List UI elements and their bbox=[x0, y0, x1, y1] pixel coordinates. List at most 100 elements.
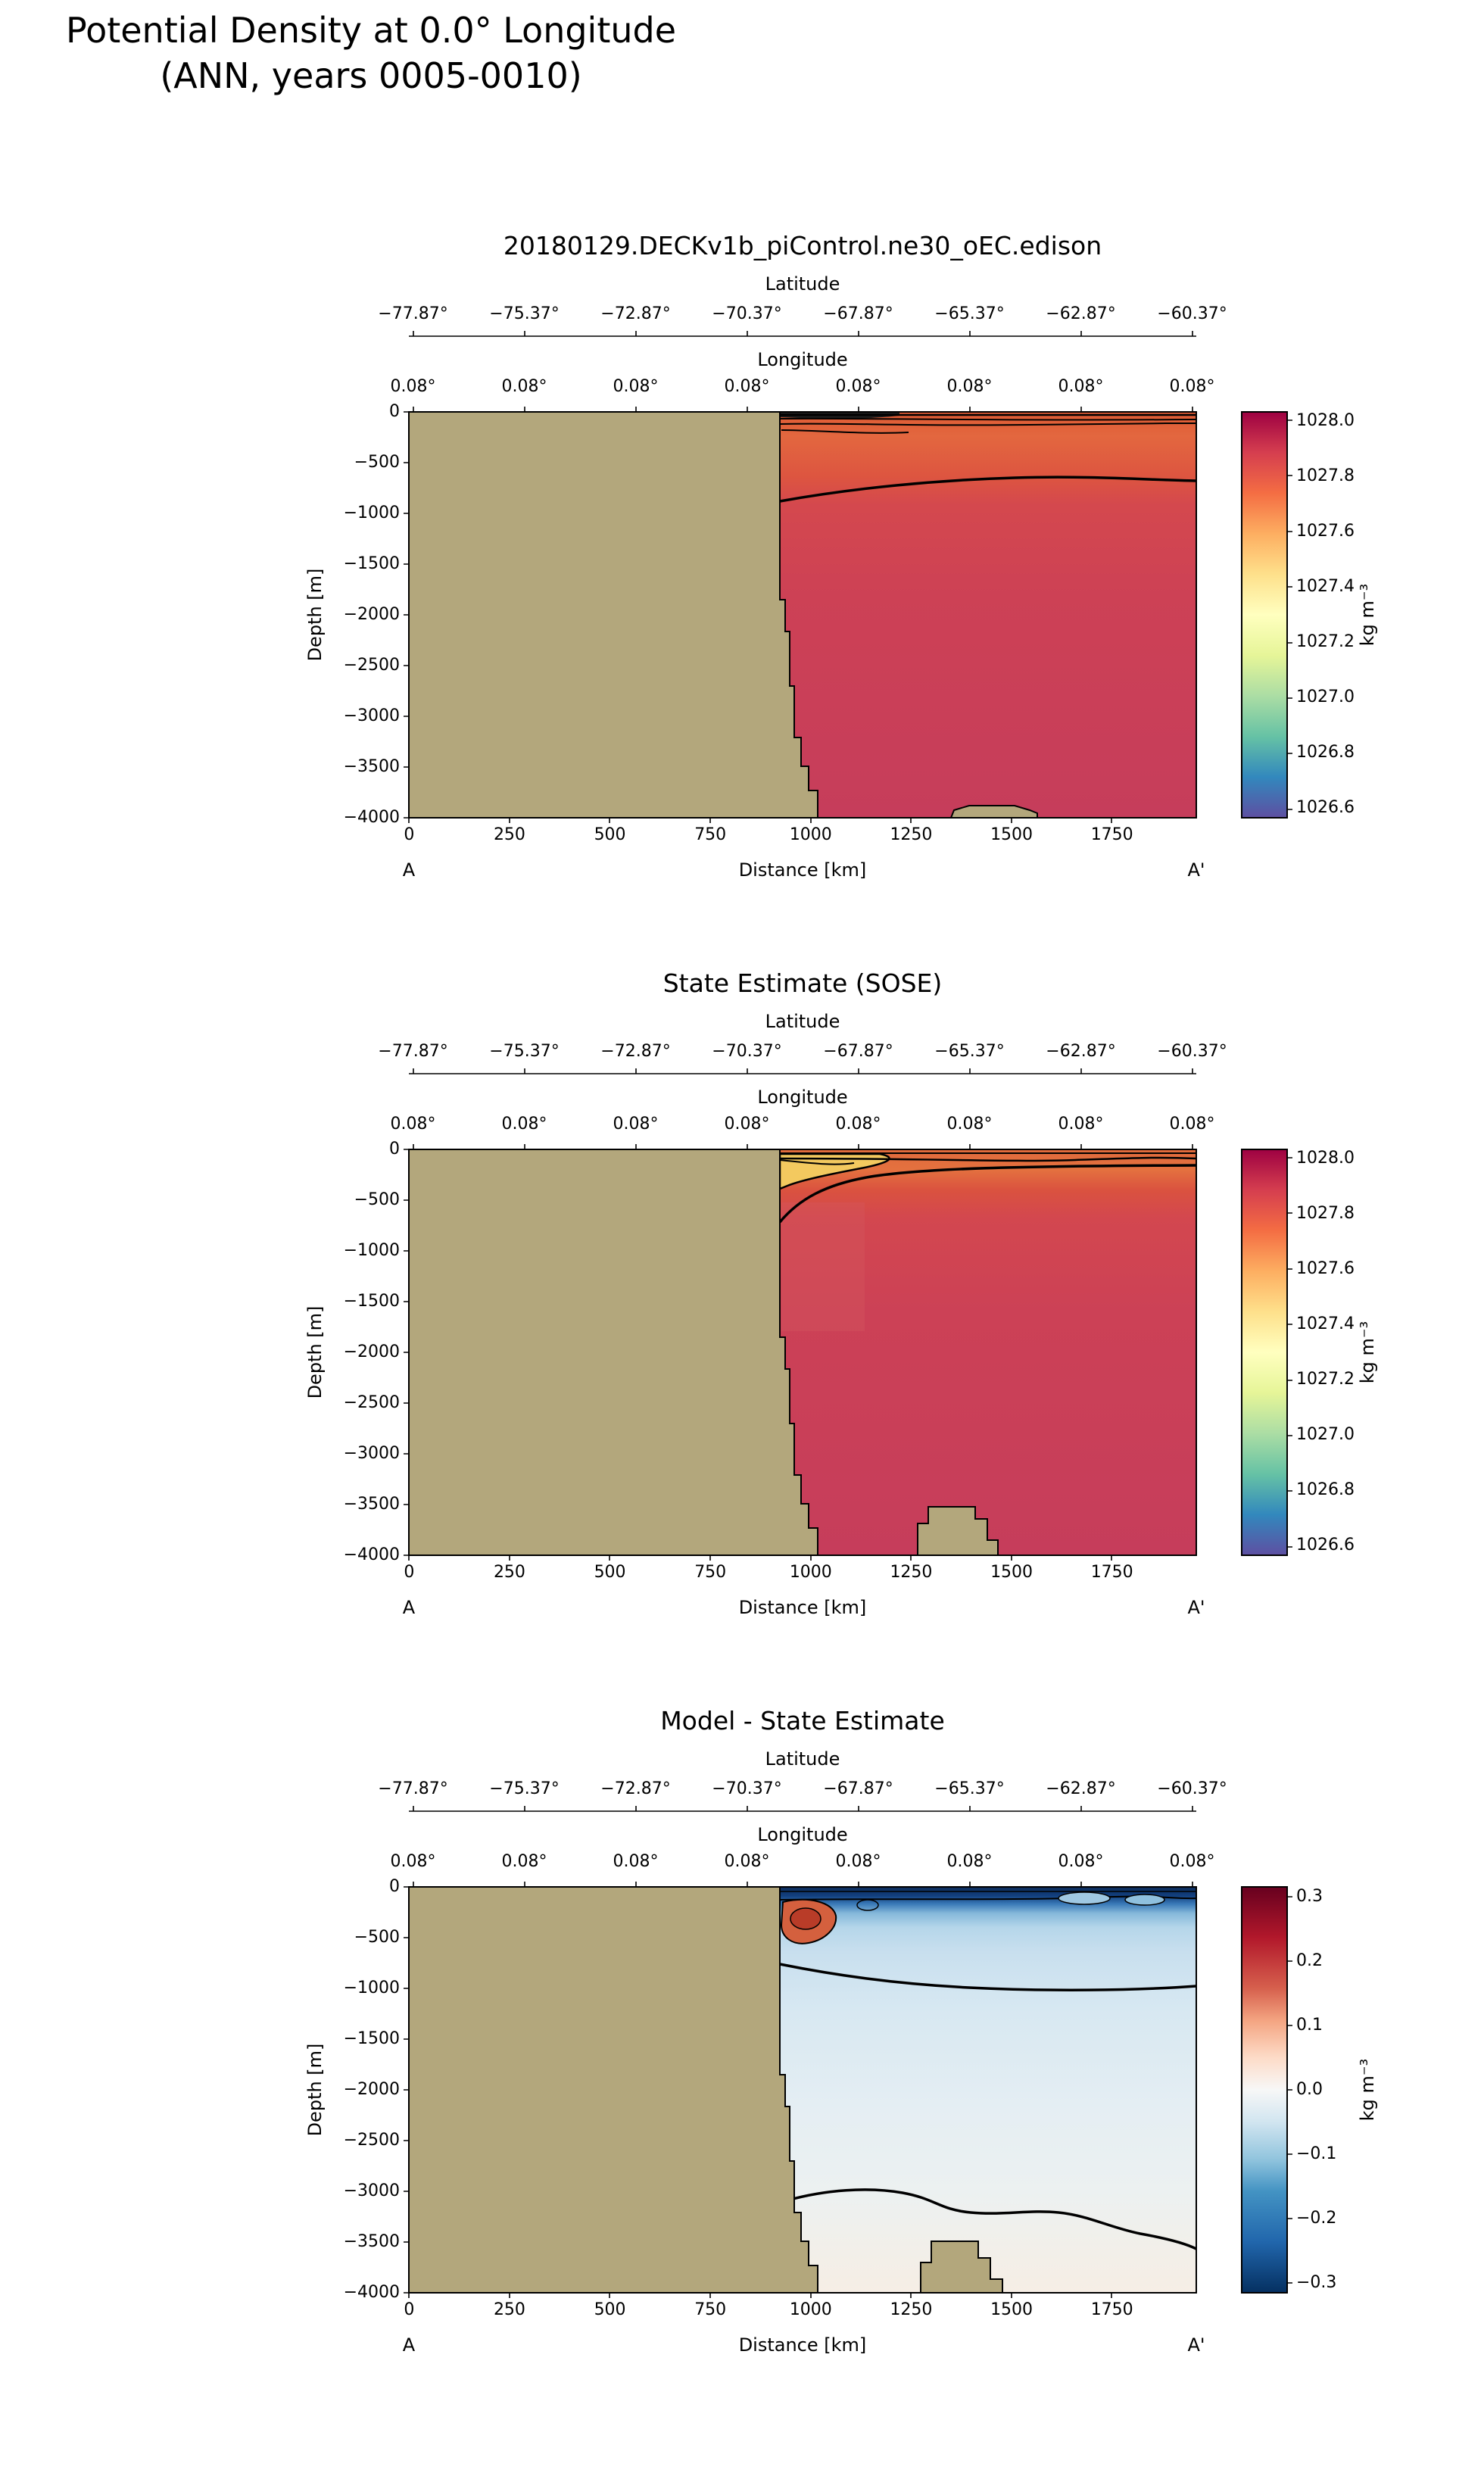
latitude-tick-row: −77.87° −75.37° −72.87° −70.37° −67.87° … bbox=[357, 304, 1248, 325]
lat-tick: −62.87° bbox=[1046, 304, 1116, 323]
colorbar-unit-label: kg m⁻³ bbox=[1357, 2058, 1378, 2122]
distance-tick: 750 bbox=[694, 1563, 727, 1582]
lon-tick: 0.08° bbox=[724, 1115, 770, 1134]
longitude-axis-label: Longitude bbox=[757, 1824, 848, 1845]
distance-tick: 250 bbox=[493, 1563, 525, 1582]
colorbar-tick: −0.3 bbox=[1296, 2273, 1337, 2292]
lon-tick: 0.08° bbox=[835, 377, 881, 396]
lat-tick: −77.87° bbox=[378, 304, 448, 323]
lat-tick: −70.37° bbox=[712, 1779, 782, 1798]
depth-tick: −1500 bbox=[343, 1292, 400, 1311]
panel-title: State Estimate (SOSE) bbox=[662, 968, 943, 998]
depth-tick: −1000 bbox=[343, 1979, 400, 1997]
lat-tick: −60.37° bbox=[1157, 1779, 1227, 1798]
distance-tick: 1750 bbox=[1090, 1563, 1133, 1582]
lon-tick: 0.08° bbox=[946, 1115, 993, 1134]
lon-tick: 0.08° bbox=[390, 1852, 436, 1871]
latitude-axis-label: Latitude bbox=[765, 1748, 840, 1770]
distance-tick: 500 bbox=[594, 2300, 626, 2319]
colorbar-tick: 1028.0 bbox=[1296, 1149, 1355, 1168]
depth-tick: −2500 bbox=[343, 1393, 400, 1412]
depth-tick: −1500 bbox=[343, 2029, 400, 2048]
lon-tick: 0.08° bbox=[835, 1852, 881, 1871]
surface-anomaly-patch bbox=[1058, 1891, 1111, 1905]
depth-tick: −3000 bbox=[343, 706, 400, 725]
lat-tick: −62.87° bbox=[1046, 1042, 1116, 1061]
colorbar-tick: 1027.8 bbox=[1296, 466, 1355, 485]
colorbar-tick: 1028.0 bbox=[1296, 411, 1355, 430]
colorbar-tick: 1027.6 bbox=[1296, 522, 1355, 541]
contour-line bbox=[781, 429, 909, 434]
lat-tick: −65.37° bbox=[934, 304, 1005, 323]
distance-tick: 1500 bbox=[990, 2300, 1034, 2319]
distance-tick: 750 bbox=[694, 2300, 727, 2319]
colorbar-gradient bbox=[1241, 411, 1288, 819]
lat-tick: −72.87° bbox=[600, 1779, 671, 1798]
section-end-label: A' bbox=[1187, 1597, 1205, 1618]
distance-axis-label: Distance [km] bbox=[738, 1597, 867, 1618]
lat-tick: −72.87° bbox=[600, 304, 671, 323]
distance-tick: 0 bbox=[404, 1563, 415, 1582]
colorbar-tick: 0.0 bbox=[1296, 2080, 1323, 2099]
colorbar-tick: 0.2 bbox=[1296, 1951, 1323, 1970]
depth-tick-marks bbox=[404, 1149, 409, 1556]
seamount bbox=[920, 2241, 1003, 2294]
colorbar-unit-label: kg m⁻³ bbox=[1357, 583, 1378, 647]
contour-line-heavy bbox=[787, 2188, 1197, 2250]
latitude-axis-label: Latitude bbox=[765, 273, 840, 295]
lon-tick: 0.08° bbox=[724, 1852, 770, 1871]
longitude-tick-marks bbox=[413, 1882, 1193, 1887]
depth-tick-marks bbox=[404, 1886, 409, 2294]
figure-title-line2: (ANN, years 0005-0010) bbox=[160, 55, 582, 96]
lon-tick: 0.08° bbox=[1058, 377, 1104, 396]
colorbar-tick: 0.3 bbox=[1296, 1887, 1323, 1906]
depth-tick: −2000 bbox=[343, 1342, 400, 1361]
latitude-tick-marks bbox=[413, 1068, 1193, 1074]
distance-tick: 1000 bbox=[789, 825, 832, 844]
depth-tick-column: 0 −500 −1000 −1500 −2000 −2500 −3000 −35… bbox=[288, 1124, 400, 1580]
contour-line bbox=[779, 423, 1197, 426]
lon-tick: 0.08° bbox=[724, 377, 770, 396]
panel-title: Model - State Estimate bbox=[660, 1706, 945, 1735]
longitude-axis-label: Longitude bbox=[757, 1087, 848, 1108]
lat-tick: −67.87° bbox=[823, 1042, 893, 1061]
longitude-tick-row: 0.08° 0.08° 0.08° 0.08° 0.08° 0.08° 0.08… bbox=[357, 1114, 1248, 1135]
lat-tick: −77.87° bbox=[378, 1042, 448, 1061]
panel-difference: Model - State Estimate Latitude −77.87° … bbox=[0, 1705, 1484, 2372]
lat-tick: −62.87° bbox=[1046, 1779, 1116, 1798]
lat-tick: −75.37° bbox=[489, 1042, 560, 1061]
lat-tick: −77.87° bbox=[378, 1779, 448, 1798]
seamount bbox=[917, 1506, 999, 1556]
distance-tick: 1750 bbox=[1090, 825, 1133, 844]
depth-axis-label: Depth [m] bbox=[304, 1305, 326, 1399]
figure-title: Potential Density at 0.0° Longitude (ANN… bbox=[0, 8, 742, 98]
colorbar-gradient bbox=[1241, 1149, 1288, 1556]
distance-tick-row: 0 250 500 750 1000 1250 1500 1750 bbox=[359, 1562, 1162, 1583]
latitude-tick-row: −77.87° −75.37° −72.87° −70.37° −67.87° … bbox=[357, 1779, 1248, 1800]
longitude-axis-label: Longitude bbox=[757, 349, 848, 370]
distance-tick: 1000 bbox=[789, 2300, 832, 2319]
lon-tick: 0.08° bbox=[1169, 1115, 1215, 1134]
colorbar-tick-column: 1028.0 1027.8 1027.6 1027.4 1027.2 1027.… bbox=[1296, 1130, 1402, 1573]
colorbar-tick: 1026.8 bbox=[1296, 1480, 1355, 1499]
colorbar-tick: −0.2 bbox=[1296, 2209, 1337, 2228]
colorbar-tick: 1027.0 bbox=[1296, 688, 1355, 706]
distance-tick-marks bbox=[408, 1555, 1112, 1561]
depth-tick: −2500 bbox=[343, 2131, 400, 2150]
coastline bbox=[779, 1149, 818, 1555]
depth-axis-label: Depth [m] bbox=[304, 568, 326, 662]
depth-tick: −2500 bbox=[343, 656, 400, 675]
distance-tick: 1250 bbox=[890, 825, 933, 844]
colorbar-tick: 1027.4 bbox=[1296, 577, 1355, 596]
depth-tick: −500 bbox=[354, 1190, 400, 1209]
contour-line bbox=[779, 417, 1197, 421]
lat-tick: −67.87° bbox=[823, 1779, 893, 1798]
lat-tick: −75.37° bbox=[489, 304, 560, 323]
colorbar-tick: 0.1 bbox=[1296, 2016, 1323, 2035]
panel-sose: State Estimate (SOSE) Latitude −77.87° −… bbox=[0, 968, 1484, 1634]
depth-tick: −3000 bbox=[343, 2181, 400, 2200]
contour-line bbox=[779, 1159, 855, 1165]
contour-line-heavy bbox=[779, 1963, 1197, 1991]
distance-tick: 0 bbox=[404, 825, 415, 844]
